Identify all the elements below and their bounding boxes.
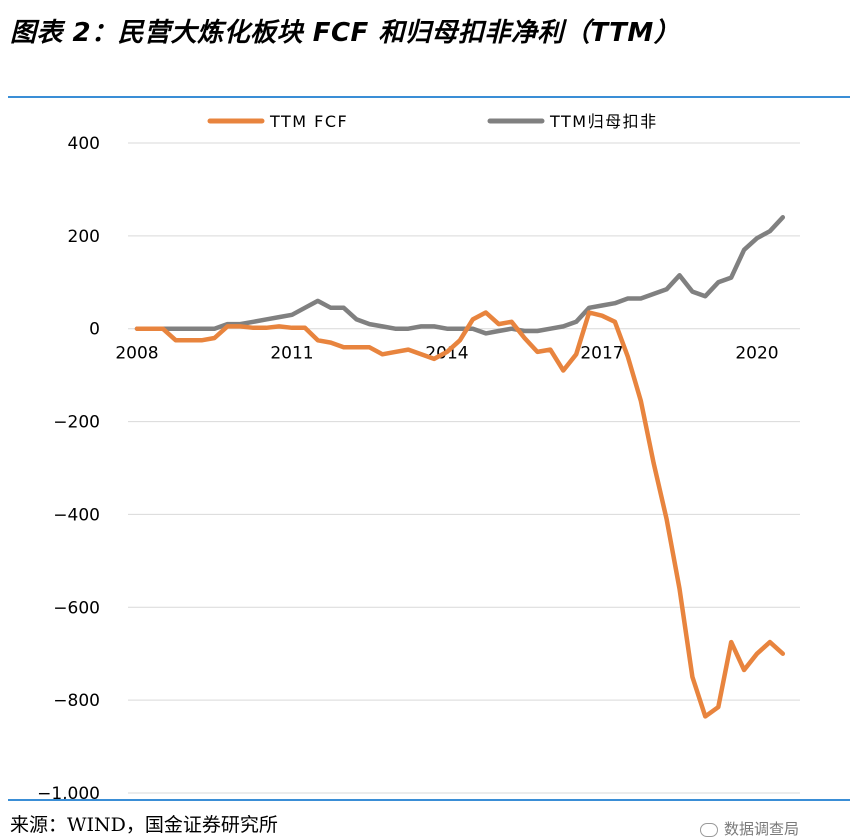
y-axis-ticks: 400 200 0 −200 −400 −600 −800 −1,000 xyxy=(37,134,100,804)
series-line xyxy=(134,215,786,336)
legend-label: TTM FCF xyxy=(269,112,348,131)
y-tick-label: 400 xyxy=(68,134,100,154)
footer-divider xyxy=(8,799,850,801)
x-tick-label: 2017 xyxy=(580,344,623,364)
y-tick-label: −600 xyxy=(53,598,100,618)
grid-lines xyxy=(128,142,800,794)
title-divider xyxy=(8,96,850,98)
figure-title: 图表 2：民营大炼化板块 FCF 和归母扣非净利（TTM） xyxy=(10,18,681,48)
x-tick-label: 2011 xyxy=(270,344,313,364)
watermark-text: 数据调查局 xyxy=(724,820,800,838)
y-tick-label: 200 xyxy=(68,227,100,247)
y-tick-label: −200 xyxy=(53,413,100,433)
legend: TTM FCF TTM归母扣非 xyxy=(207,112,658,131)
y-tick-label: −1,000 xyxy=(37,784,100,804)
y-tick-label: −800 xyxy=(53,691,100,711)
y-tick-label: −400 xyxy=(53,505,100,525)
watermark: 数据调查局 xyxy=(700,818,799,839)
x-tick-label: 2020 xyxy=(735,344,778,364)
series-lines xyxy=(134,215,786,719)
wechat-icon xyxy=(700,822,718,837)
source-note: 来源：WIND，国金证券研究所 xyxy=(10,814,278,836)
x-tick-label: 2008 xyxy=(115,344,158,364)
series-line xyxy=(134,310,786,719)
y-tick-label: 0 xyxy=(89,320,100,340)
legend-label: TTM归母扣非 xyxy=(549,112,658,131)
